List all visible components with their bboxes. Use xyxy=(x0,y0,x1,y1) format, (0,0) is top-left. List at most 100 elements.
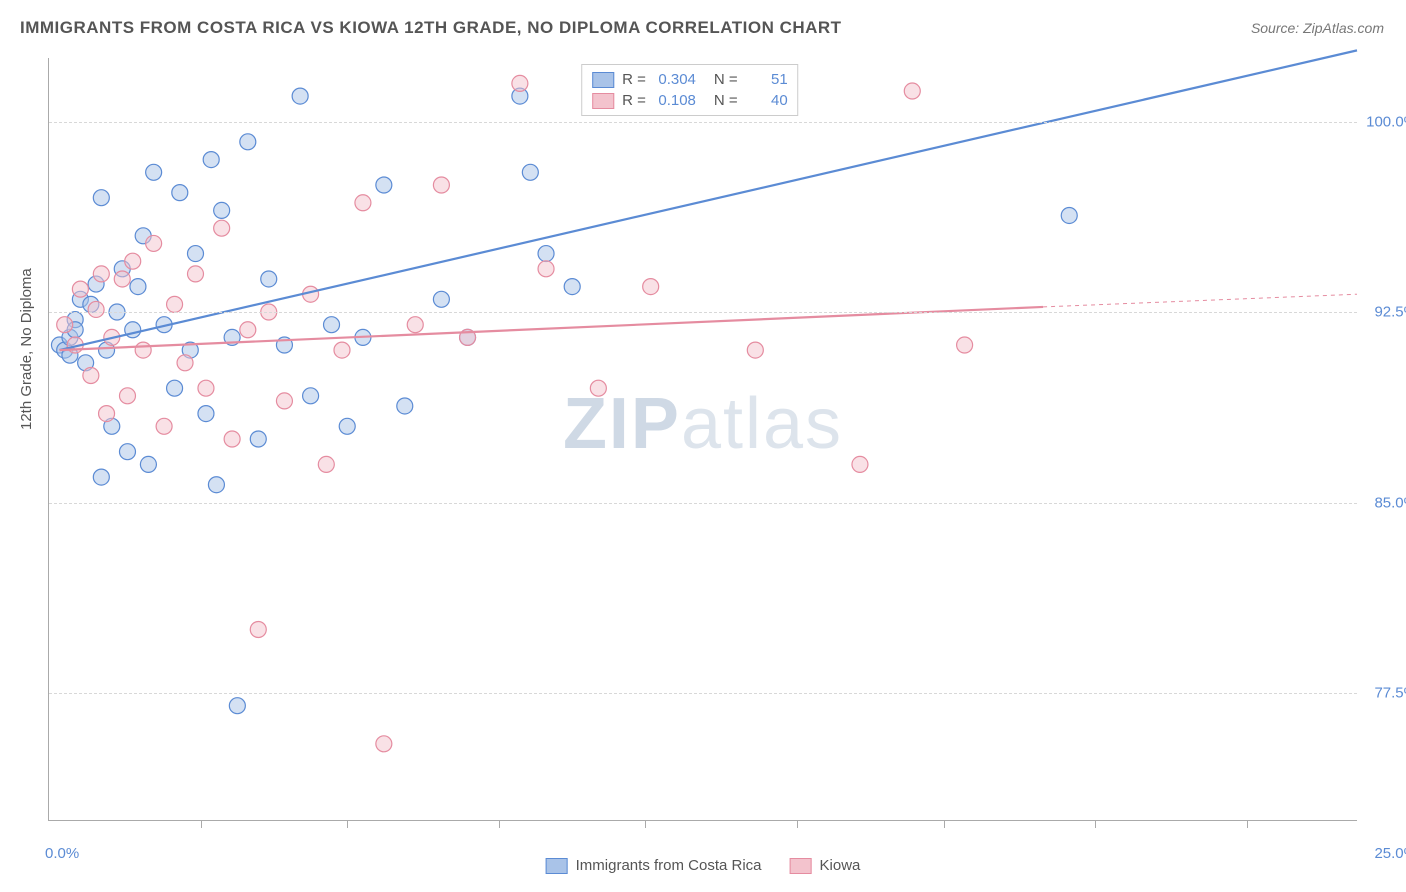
data-point xyxy=(187,246,203,262)
data-point xyxy=(433,291,449,307)
data-point xyxy=(93,266,109,282)
data-point xyxy=(177,355,193,371)
r-value: 0.108 xyxy=(654,92,696,109)
data-point xyxy=(1061,207,1077,223)
legend-swatch xyxy=(592,93,614,109)
data-point xyxy=(214,220,230,236)
data-point xyxy=(261,271,277,287)
legend-stats-row: R = 0.304 N = 51 xyxy=(592,69,788,90)
data-point xyxy=(957,337,973,353)
data-point xyxy=(167,296,183,312)
x-tick xyxy=(1095,820,1096,828)
n-label: N = xyxy=(714,71,738,88)
data-point xyxy=(172,185,188,201)
data-point xyxy=(397,398,413,414)
data-point xyxy=(187,266,203,282)
data-point xyxy=(590,380,606,396)
legend-label: Kiowa xyxy=(820,857,861,874)
data-point xyxy=(407,317,423,333)
data-point xyxy=(167,380,183,396)
y-tick-label: 92.5% xyxy=(1374,304,1406,321)
data-point xyxy=(904,83,920,99)
data-point xyxy=(240,322,256,338)
legend-stats: R = 0.304 N = 51 R = 0.108 N = 40 xyxy=(581,64,799,116)
data-point xyxy=(224,431,240,447)
x-tick-label: 25.0% xyxy=(1374,845,1406,862)
data-point xyxy=(334,342,350,358)
data-point xyxy=(198,406,214,422)
data-point xyxy=(57,317,73,333)
y-axis-label: 12th Grade, No Diploma xyxy=(18,268,35,430)
r-label: R = xyxy=(622,71,646,88)
data-point xyxy=(93,469,109,485)
data-point xyxy=(643,279,659,295)
data-point xyxy=(240,134,256,150)
source-label: Source: ZipAtlas.com xyxy=(1251,20,1384,36)
data-point xyxy=(747,342,763,358)
gridline xyxy=(49,122,1357,123)
legend-series: Immigrants from Costa RicaKiowa xyxy=(546,857,861,874)
y-tick-label: 85.0% xyxy=(1374,494,1406,511)
data-point xyxy=(292,88,308,104)
n-value: 51 xyxy=(746,71,788,88)
data-point xyxy=(250,431,266,447)
data-point xyxy=(146,235,162,251)
legend-swatch xyxy=(592,72,614,88)
data-point xyxy=(276,393,292,409)
data-point xyxy=(135,342,151,358)
data-point xyxy=(339,418,355,434)
data-point xyxy=(72,281,88,297)
trend-line xyxy=(59,307,1043,350)
data-point xyxy=(198,380,214,396)
data-point xyxy=(214,202,230,218)
data-point xyxy=(229,698,245,714)
legend-swatch xyxy=(546,858,568,874)
data-point xyxy=(355,195,371,211)
x-tick xyxy=(797,820,798,828)
gridline xyxy=(49,312,1357,313)
legend-stats-row: R = 0.108 N = 40 xyxy=(592,90,788,111)
legend-item: Kiowa xyxy=(790,857,861,874)
data-point xyxy=(88,301,104,317)
x-tick xyxy=(944,820,945,828)
data-point xyxy=(146,164,162,180)
data-point xyxy=(376,736,392,752)
chart-title: IMMIGRANTS FROM COSTA RICA VS KIOWA 12TH… xyxy=(20,18,842,38)
n-label: N = xyxy=(714,92,738,109)
n-value: 40 xyxy=(746,92,788,109)
r-label: R = xyxy=(622,92,646,109)
y-tick-label: 100.0% xyxy=(1366,113,1406,130)
data-point xyxy=(208,477,224,493)
data-point xyxy=(119,444,135,460)
legend-swatch xyxy=(790,858,812,874)
x-tick xyxy=(1247,820,1248,828)
data-point xyxy=(130,279,146,295)
gridline xyxy=(49,693,1357,694)
data-point xyxy=(83,368,99,384)
data-point xyxy=(433,177,449,193)
data-point xyxy=(99,406,115,422)
data-point xyxy=(512,75,528,91)
trend-line-dash xyxy=(1043,294,1357,307)
plot-area: ZIPatlas R =0.304N =51R =0.108N =40 77.5… xyxy=(48,58,1357,821)
plot-svg xyxy=(49,58,1357,820)
x-tick xyxy=(347,820,348,828)
data-point xyxy=(522,164,538,180)
x-tick-label: 0.0% xyxy=(45,845,79,862)
x-tick xyxy=(645,820,646,828)
r-value: 0.304 xyxy=(654,71,696,88)
data-point xyxy=(140,456,156,472)
gridline xyxy=(49,503,1357,504)
y-tick-label: 77.5% xyxy=(1374,685,1406,702)
data-point xyxy=(852,456,868,472)
data-point xyxy=(538,246,554,262)
data-point xyxy=(564,279,580,295)
data-point xyxy=(376,177,392,193)
data-point xyxy=(203,152,219,168)
data-point xyxy=(538,261,554,277)
data-point xyxy=(114,271,130,287)
data-point xyxy=(125,253,141,269)
data-point xyxy=(93,190,109,206)
data-point xyxy=(303,388,319,404)
data-point xyxy=(250,622,266,638)
